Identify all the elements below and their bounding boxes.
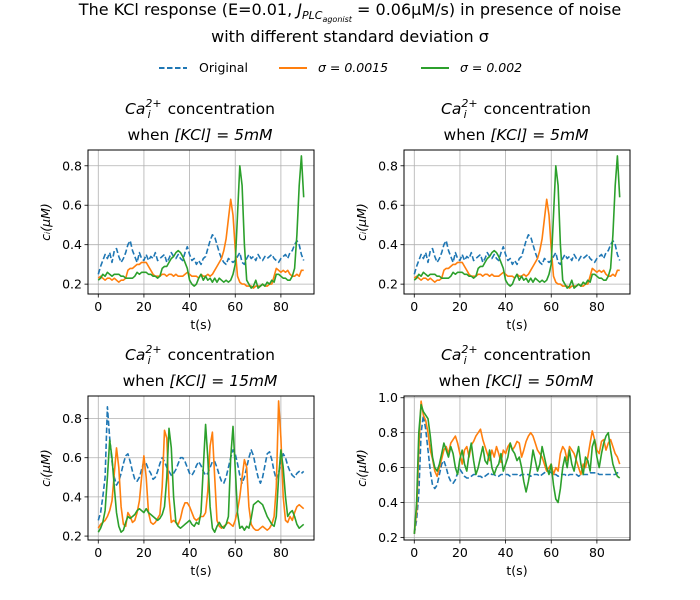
- subplot-title-line1: Ca2+ i concentration: [125, 343, 275, 367]
- y-tick-label: 0.2: [378, 530, 398, 545]
- series-line--0-002: [413, 403, 621, 534]
- x-tick-label: 80: [589, 545, 605, 560]
- y-axis-label: cᵢ(μM): [38, 203, 53, 241]
- x-tick-label: 40: [182, 545, 198, 560]
- y-tick-label: 0.8: [378, 158, 398, 173]
- subplot-3: Ca2+ i concentration when [KCl] = 15mM 0 20 4…: [38, 343, 315, 578]
- legend-label-original: Original: [199, 60, 248, 75]
- x-tick-label: 60: [227, 545, 243, 560]
- x-tick-label: 0: [410, 299, 418, 314]
- series-line--0-002: [413, 155, 621, 289]
- x-tick-label: 0: [94, 545, 102, 560]
- x-axis-label: t(s): [506, 563, 527, 578]
- x-tick-label: 80: [273, 545, 289, 560]
- x-axis-label: t(s): [190, 317, 211, 332]
- subplot-1: Ca2+ i concentration when [KCl] = 5mM 0 20 40…: [38, 97, 315, 332]
- y-tick-label: 0.8: [62, 158, 82, 173]
- subplot-title-line1: Ca2+ i concentration: [125, 97, 275, 121]
- subplot-title-line1: Ca2+ i concentration: [441, 97, 591, 121]
- y-axis-label: cᵢ(μM): [354, 449, 369, 487]
- legend-label-sigma-002: σ = 0.002: [460, 60, 522, 75]
- series-line-original: [413, 414, 620, 535]
- subplot-title-line2: when [KCl] = 5mM: [444, 126, 589, 144]
- y-tick-label: 0.4: [378, 237, 398, 252]
- y-tick-label: 0.2: [378, 277, 398, 292]
- legend: Original σ = 0.0015 σ = 0.002: [159, 60, 522, 75]
- x-tick-label: 60: [227, 299, 243, 314]
- x-tick-label: 20: [136, 545, 152, 560]
- x-tick-label: 80: [589, 299, 605, 314]
- axes-frame: [403, 395, 631, 541]
- y-tick-label: 0.8: [62, 411, 82, 426]
- series-line--0-002: [97, 155, 305, 289]
- x-tick-label: 40: [182, 299, 198, 314]
- series-line-original: [97, 405, 305, 521]
- y-tick-label: 0.8: [378, 425, 398, 440]
- subplot-title-line2: when [KCl] = 15mM: [123, 372, 278, 390]
- x-tick-label: 80: [273, 299, 289, 314]
- y-tick-label: 0.2: [62, 529, 82, 544]
- y-tick-label: 0.6: [62, 450, 82, 465]
- x-tick-label: 40: [498, 299, 514, 314]
- y-tick-label: 0.6: [378, 460, 398, 475]
- subplot-title-line1: Ca2+ i concentration: [441, 343, 591, 367]
- x-tick-label: 40: [498, 545, 514, 560]
- series-line-original: [413, 234, 621, 275]
- x-tick-label: 60: [543, 299, 559, 314]
- suptitle-line2: with different standard deviation σ: [211, 27, 489, 46]
- subplot-title-line2: when [KCl] = 50mM: [439, 372, 594, 390]
- y-axis-label: cᵢ(μM): [354, 203, 369, 241]
- legend-label-sigma-0015: σ = 0.0015: [318, 60, 388, 75]
- x-axis-label: t(s): [190, 563, 211, 578]
- x-tick-label: 20: [452, 545, 468, 560]
- y-tick-label: 0.4: [62, 489, 82, 504]
- y-tick-label: 0.4: [378, 495, 398, 510]
- x-tick-label: 20: [452, 299, 468, 314]
- y-tick-label: 0.4: [62, 237, 82, 252]
- y-tick-label: 0.6: [378, 198, 398, 213]
- suptitle-line1: The KCl response (E=0.01, JPLCagonist = …: [78, 0, 621, 24]
- y-tick-label: 1.0: [378, 390, 398, 405]
- subplot-title-line2: when [KCl] = 5mM: [128, 126, 273, 144]
- subplot-4: Ca2+ i concentration when [KCl] = 50mM 0 20 4…: [354, 343, 631, 578]
- axes-frame: [87, 395, 315, 541]
- subplot-2: Ca2+ i concentration when [KCl] = 5mM 0 20 40…: [354, 97, 631, 332]
- x-tick-label: 60: [543, 545, 559, 560]
- x-tick-label: 0: [94, 299, 102, 314]
- series-line--0-002: [97, 423, 305, 534]
- series-line-original: [97, 234, 305, 275]
- x-tick-label: 20: [136, 299, 152, 314]
- axes-frame: [87, 149, 315, 295]
- axes-frame: [403, 149, 631, 295]
- y-tick-label: 0.6: [62, 198, 82, 213]
- y-axis-label: cᵢ(μM): [38, 449, 53, 487]
- x-tick-label: 0: [410, 545, 418, 560]
- y-tick-label: 0.2: [62, 277, 82, 292]
- x-axis-label: t(s): [506, 317, 527, 332]
